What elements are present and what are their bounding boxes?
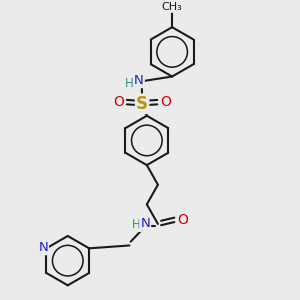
Text: CH₃: CH₃: [162, 2, 182, 12]
Text: S: S: [136, 95, 148, 113]
Text: O: O: [177, 213, 188, 227]
Text: O: O: [113, 95, 124, 109]
Text: N: N: [140, 217, 150, 230]
Text: N: N: [38, 241, 48, 254]
Text: O: O: [160, 95, 171, 109]
Text: N: N: [134, 74, 144, 87]
Text: H: H: [132, 218, 141, 231]
Text: H: H: [125, 77, 134, 90]
